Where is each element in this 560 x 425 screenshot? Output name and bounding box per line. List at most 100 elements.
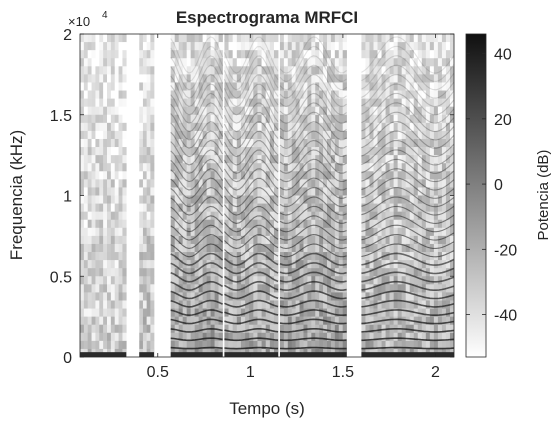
colorbar-tick-label: 0: [494, 177, 503, 194]
low-freq-floor: [80, 352, 127, 357]
x-tick-label: 1.5: [332, 364, 354, 381]
harmonic-band: [361, 290, 454, 300]
harmonic-band: [223, 187, 279, 208]
harmonic-band: [279, 328, 347, 333]
x-tick-label: 1: [246, 364, 255, 381]
harmonic-band: [361, 346, 454, 350]
harmonic-band: [224, 234, 279, 250]
harmonic-band: [361, 102, 454, 133]
harmonic-band: [361, 55, 454, 91]
harmonic-band: [361, 168, 454, 191]
harmonic-band: [170, 234, 223, 249]
harmonic-band: [361, 45, 454, 82]
harmonic-band: [361, 243, 454, 258]
harmonic-band: [224, 328, 279, 333]
y-axis: 0 0.5 1 1.5 2: [50, 27, 454, 367]
voiced-segment: [139, 34, 155, 357]
harmonic-band: [279, 271, 347, 283]
x-axis-label: Tempo (s): [229, 399, 305, 418]
harmonic-band: [279, 130, 347, 158]
harmonic-band: [361, 318, 454, 325]
harmonic-band: [279, 224, 347, 241]
harmonic-band: [223, 36, 279, 74]
harmonic-band: [361, 121, 454, 149]
voiced-segment: [80, 34, 127, 357]
harmonic-band: [279, 187, 347, 208]
harmonic-band: [361, 205, 454, 224]
y-exponent-base: ×10: [68, 14, 90, 29]
harmonic-band: [223, 55, 279, 91]
voiced-segment: [361, 34, 454, 357]
x-tick-label: 2: [431, 364, 440, 381]
harmonic-band: [223, 271, 279, 283]
harmonic-band: [279, 83, 347, 116]
harmonic-band: [170, 121, 224, 149]
harmonic-band: [223, 93, 279, 124]
harmonic-band: [361, 64, 454, 99]
harmonic-band: [223, 46, 279, 83]
voiced-segment: [279, 34, 347, 357]
low-freq-floor: [361, 352, 454, 357]
harmonic-band: [224, 243, 279, 258]
harmonic-band: [170, 83, 224, 116]
harmonic-band: [224, 290, 279, 300]
harmonic-band: [170, 64, 224, 99]
harmonic-band: [279, 102, 347, 133]
y-tick-label: 1: [63, 189, 72, 206]
harmonic-band: [279, 318, 347, 325]
harmonic-band: [361, 224, 454, 241]
harmonic-band: [223, 64, 279, 99]
harmonic-band: [361, 262, 454, 275]
harmonic-band: [279, 64, 347, 99]
harmonic-band: [170, 318, 223, 325]
harmonic-band: [170, 243, 223, 258]
harmonic-band: [279, 158, 347, 183]
harmonic-band: [361, 299, 454, 308]
colorbar: [465, 33, 487, 358]
harmonic-band: [279, 262, 347, 275]
harmonic-band: [361, 215, 454, 233]
harmonic-band: [361, 74, 454, 108]
harmonic-band: [361, 83, 454, 116]
harmonic-band: [170, 158, 224, 183]
harmonic-band: [279, 92, 347, 124]
harmonic-band: [223, 168, 279, 191]
harmonic-band: [279, 205, 347, 224]
harmonic-band: [170, 215, 224, 233]
harmonic-band: [361, 271, 454, 283]
y-tick-label: 0: [63, 350, 72, 367]
harmonic-band: [224, 346, 279, 350]
harmonic-band: [170, 102, 224, 133]
harmonic-band: [279, 346, 347, 350]
harmonic-band: [223, 252, 279, 267]
harmonic-band: [279, 290, 347, 300]
harmonic-band: [361, 337, 454, 342]
harmonic-band: [224, 224, 279, 241]
harmonic-band: [223, 177, 279, 199]
harmonic-band: [170, 177, 224, 199]
voiced-segment: [170, 34, 224, 357]
harmonic-band: [170, 224, 224, 241]
harmonic-band: [170, 73, 224, 108]
y-tick-label: 2: [63, 27, 72, 44]
chart-title: Espectrograma MRFCI: [176, 8, 358, 27]
harmonic-band: [170, 130, 224, 158]
colorbar-tick-label: -20: [494, 242, 517, 259]
harmonic-band: [224, 318, 279, 325]
harmonic-band: [223, 83, 279, 116]
harmonic-band: [170, 309, 223, 317]
harmonic-band: [170, 262, 224, 275]
harmonic-band: [361, 234, 454, 249]
harmonic-band: [170, 196, 224, 216]
low-freq-floor: [139, 352, 155, 357]
harmonic-band: [279, 149, 347, 174]
harmonic-band: [223, 130, 279, 158]
plot-area: [80, 34, 454, 357]
harmonic-band: [279, 252, 347, 267]
harmonic-band: [170, 337, 223, 342]
harmonic-band: [170, 168, 224, 191]
harmonic-band: [279, 299, 347, 308]
harmonic-band: [279, 55, 347, 91]
low-freq-floor: [279, 352, 347, 357]
